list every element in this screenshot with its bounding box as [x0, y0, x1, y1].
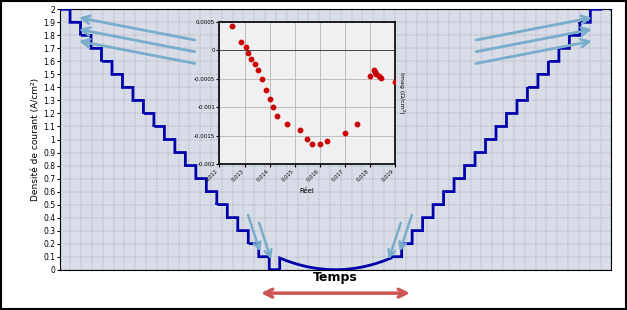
Point	[302, 136, 312, 141]
Point	[371, 72, 381, 77]
X-axis label: Temps: Temps	[313, 271, 358, 284]
Point	[390, 79, 400, 84]
Point	[246, 56, 256, 61]
Point	[369, 68, 379, 73]
Point	[365, 73, 375, 78]
Point	[322, 139, 332, 144]
Point	[370, 69, 380, 74]
Point	[241, 45, 251, 50]
Point	[265, 96, 275, 101]
X-axis label: Réel: Réel	[300, 188, 315, 194]
Point	[282, 122, 292, 127]
Point	[315, 142, 325, 147]
Point	[243, 51, 253, 55]
Point	[376, 75, 386, 80]
Point	[307, 142, 317, 147]
Y-axis label: Imag (Ω/cm²): Imag (Ω/cm²)	[399, 72, 405, 114]
Point	[352, 122, 362, 127]
Point	[257, 76, 267, 81]
Point	[340, 131, 350, 135]
Point	[272, 113, 282, 118]
Y-axis label: Densité de courant (A/cm²): Densité de courant (A/cm²)	[31, 78, 41, 201]
Point	[236, 39, 246, 44]
Point	[374, 73, 384, 78]
Point	[253, 68, 263, 73]
Point	[227, 23, 237, 28]
Point	[268, 105, 278, 110]
Point	[250, 62, 260, 67]
Point	[261, 88, 271, 93]
Point	[295, 128, 305, 133]
